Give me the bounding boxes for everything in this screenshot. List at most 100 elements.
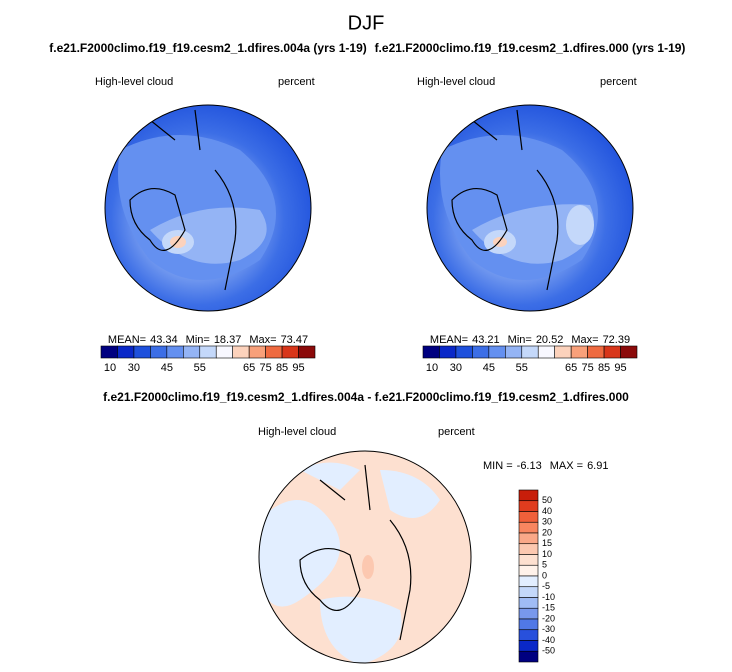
colorbar-label: 15 (542, 538, 552, 548)
colorbar-label: 55 (516, 362, 528, 374)
colorbar-box (518, 532, 539, 545)
colorbar-box (518, 650, 539, 663)
colorbar-box (166, 345, 184, 359)
colorbar-label: 10 (542, 549, 552, 559)
colorbar-box (455, 345, 473, 359)
colorbar-box (518, 597, 539, 609)
stat-label: MEAN= (430, 334, 468, 346)
colorbar-label: 40 (542, 506, 552, 516)
colorbar-label: 65 (243, 362, 255, 374)
stat-value: -6.13 (517, 460, 542, 472)
stat-label: Max= (571, 334, 598, 346)
colorbar-label: 85 (276, 362, 288, 374)
stats: MEAN= 43.34 Min= 18.37 Max= 73.47 (108, 334, 308, 346)
colorbar-box (587, 345, 605, 359)
colorbar-label: 55 (194, 362, 206, 374)
stat-value: 73.47 (281, 334, 309, 346)
stat-label: Min= (508, 334, 532, 346)
colorbar-label: 30 (128, 362, 140, 374)
colorbar-box (281, 345, 299, 359)
stat-value: 43.21 (472, 334, 500, 346)
colorbar-box (518, 564, 539, 577)
units-label: percent (278, 76, 315, 88)
colorbar-label: 45 (161, 362, 173, 374)
colorbar-label: 85 (598, 362, 610, 374)
colorbar-label: 10 (426, 362, 438, 374)
stats: MIN = -6.13 MAX = 6.91 (483, 460, 608, 472)
stat-label: MIN = (483, 460, 513, 472)
colorbar-label: 75 (259, 362, 271, 374)
colorbar-box (133, 345, 151, 359)
colorbar-box (439, 345, 457, 359)
colorbar-box (298, 345, 316, 359)
colorbar-box (518, 618, 539, 631)
units-label: percent (600, 76, 637, 88)
colorbar-label: -30 (542, 624, 555, 634)
case-title: f.e21.F2000climo.f19_f19.cesm2_1.dfires.… (375, 41, 686, 55)
colorbar-box (472, 345, 490, 359)
stat-label: Min= (186, 334, 210, 346)
map-fill (259, 462, 440, 663)
colorbar-box (518, 554, 539, 566)
colorbar-label: 10 (104, 362, 116, 374)
colorbar-label: -50 (542, 646, 555, 656)
colorbar-label: 30 (542, 517, 552, 527)
colorbar-box (100, 345, 118, 359)
map-difference (258, 450, 472, 664)
colorbar-box (150, 345, 168, 359)
colorbar-label: 50 (542, 495, 552, 505)
colorbar-box (521, 345, 539, 359)
colorbar-label: 20 (542, 527, 552, 537)
colorbar-label: 45 (483, 362, 495, 374)
stat-value: 18.37 (214, 334, 242, 346)
colorbar-box (570, 345, 588, 359)
colorbar-label: 0 (542, 570, 547, 580)
colorbar-box (518, 521, 539, 534)
colorbar-box (518, 629, 539, 641)
colorbar-box (248, 345, 266, 359)
colorbar-label: -5 (542, 581, 550, 591)
colorbar-box (232, 345, 250, 359)
stat-label: MEAN= (108, 334, 146, 346)
colorbar-box (537, 345, 555, 359)
colorbar-box (518, 586, 539, 598)
colorbar-box (554, 345, 572, 359)
colorbar-label: 75 (581, 362, 593, 374)
colorbar-label: -10 (542, 592, 555, 602)
stats: MEAN= 43.21 Min= 20.52 Max= 72.39 (430, 334, 630, 346)
variable-label: High-level cloud (258, 426, 336, 438)
colorbar-box (215, 345, 233, 359)
map-panel-2 (426, 104, 634, 312)
colorbar-box (183, 345, 201, 359)
colorbar-box (603, 345, 621, 359)
colorbar-box (422, 345, 440, 359)
variable-label: High-level cloud (95, 76, 173, 88)
colorbar-box (518, 500, 539, 512)
stat-value: 43.34 (150, 334, 178, 346)
variable-label: High-level cloud (417, 76, 495, 88)
colorbar-label: -40 (542, 635, 555, 645)
colorbar-box (518, 511, 539, 523)
colorbar-label: 30 (450, 362, 462, 374)
colorbar-box (518, 489, 539, 502)
stat-label: Max= (249, 334, 276, 346)
colorbar-box (488, 345, 506, 359)
map-fill (440, 135, 598, 280)
colorbar-box (117, 345, 135, 359)
stat-label: MAX = (550, 460, 583, 472)
colorbar-label: -20 (542, 613, 555, 623)
case-title: f.e21.F2000climo.f19_f19.cesm2_1.dfires.… (49, 41, 367, 55)
colorbar-label: 5 (542, 560, 547, 570)
map-panel-1 (104, 104, 312, 312)
colorbar-label: 95 (614, 362, 626, 374)
figure-title: DJF (348, 12, 385, 34)
units-label: percent (438, 426, 475, 438)
colorbar-box (265, 345, 283, 359)
colorbar-box (620, 345, 638, 359)
stat-value: 6.91 (587, 460, 608, 472)
colorbar-box (518, 607, 539, 620)
stat-value: 72.39 (603, 334, 631, 346)
colorbar-box (199, 345, 217, 359)
colorbar-label: 65 (565, 362, 577, 374)
